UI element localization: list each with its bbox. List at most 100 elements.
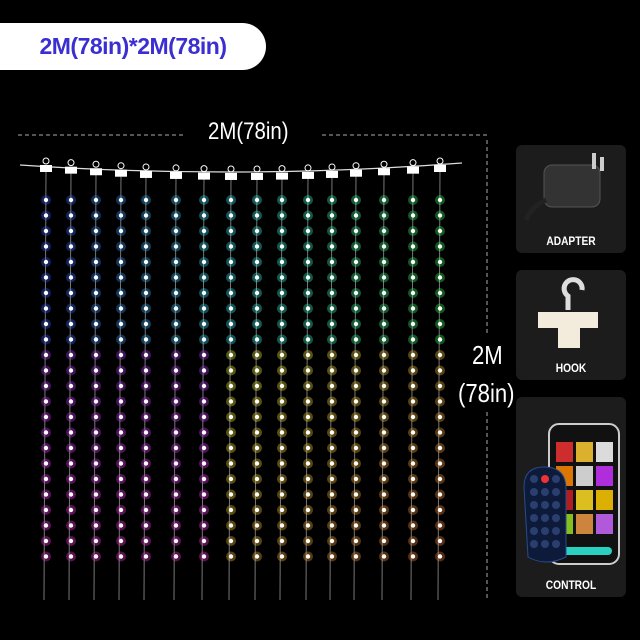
light-bulb (143, 244, 149, 249)
light-bulb (437, 554, 443, 559)
light-bulb (410, 368, 416, 373)
light-bulb (353, 476, 359, 482)
light-bulb (254, 290, 260, 296)
light-bulb (254, 383, 260, 389)
light-bulb (173, 399, 179, 404)
light-bulb (279, 383, 285, 389)
light-bulb (118, 306, 124, 311)
light-bulb (329, 492, 335, 497)
height-label-2: (78in) (458, 378, 515, 408)
light-bulb (93, 414, 99, 420)
light-bulb (118, 445, 124, 451)
light-bulb (201, 492, 207, 497)
light-strand (326, 163, 338, 601)
light-bulb (279, 306, 285, 311)
light-bulb (305, 430, 311, 435)
light-bulb (118, 197, 124, 203)
light-bulb (437, 399, 443, 404)
hook-clip (378, 168, 390, 176)
light-bulb (68, 445, 74, 451)
light-bulb (143, 476, 149, 482)
light-bulb (437, 383, 443, 389)
light-bulb (254, 445, 260, 451)
hook-clip (434, 165, 446, 172)
light-bulb (43, 554, 49, 559)
light-bulb (329, 399, 335, 404)
light-bulb (228, 368, 234, 373)
hook-clip (170, 171, 182, 179)
light-bulb (254, 306, 260, 311)
light-bulb (68, 399, 74, 404)
light-bulb (410, 352, 416, 358)
light-bulb (93, 321, 99, 327)
light-bulb (68, 538, 74, 544)
light-bulb (93, 476, 99, 482)
light-bulb (43, 228, 49, 234)
light-strand (407, 159, 419, 601)
light-strand (140, 163, 152, 601)
light-bulb (143, 275, 149, 280)
light-bulb (118, 430, 124, 435)
light-bulb (305, 399, 311, 404)
light-bulb (353, 213, 359, 218)
light-bulb (353, 430, 359, 435)
light-bulb (410, 538, 416, 544)
light-bulb (254, 352, 260, 358)
light-strand (225, 165, 237, 601)
light-bulb (228, 476, 234, 482)
light-strand (115, 162, 127, 601)
light-bulb (201, 321, 207, 327)
light-bulb (118, 383, 124, 389)
light-bulb (143, 523, 149, 528)
light-bulb (279, 414, 285, 420)
light-bulb (228, 383, 234, 389)
light-bulb (329, 244, 335, 249)
light-bulb (305, 259, 311, 265)
light-bulb (43, 445, 49, 451)
light-bulb (381, 538, 387, 544)
light-bulb (143, 383, 149, 389)
light-bulb (68, 383, 74, 389)
light-bulb (437, 321, 443, 327)
light-bulb (93, 383, 99, 389)
light-bulb (437, 523, 443, 528)
light-bulb (279, 352, 285, 358)
light-bulb (254, 275, 260, 280)
light-bulb (118, 228, 124, 234)
light-bulb (437, 414, 443, 420)
light-bulb (410, 259, 416, 265)
light-bulb (68, 352, 74, 358)
light-bulb (43, 213, 49, 218)
light-bulb (305, 368, 311, 373)
light-bulb (201, 430, 207, 435)
light-bulb (43, 461, 49, 466)
light-strand (276, 165, 288, 601)
light-bulb (437, 352, 443, 358)
light-bulb (143, 228, 149, 234)
light-bulb (118, 244, 124, 249)
light-bulb (143, 538, 149, 544)
light-bulb (201, 461, 207, 466)
size-title: 2M(78in)*2M(78in) (39, 33, 227, 59)
hook-icon (538, 277, 598, 348)
light-bulb (118, 337, 124, 342)
hook-label: HOOK (555, 361, 587, 375)
light-bulb (43, 476, 49, 482)
light-bulb (228, 197, 234, 203)
light-bulb (279, 476, 285, 482)
light-bulb (381, 306, 387, 311)
light-bulb (143, 352, 149, 358)
light-bulb (228, 414, 234, 420)
light-bulb (437, 228, 443, 234)
light-bulb (143, 290, 149, 296)
light-bulb (305, 538, 311, 544)
light-bulb (437, 507, 443, 513)
light-bulb (381, 492, 387, 497)
light-bulb (305, 523, 311, 528)
light-bulb (228, 399, 234, 404)
light-bulb (353, 492, 359, 497)
light-bulb (353, 306, 359, 311)
light-bulb (329, 259, 335, 265)
light-bulb (254, 414, 260, 420)
light-bulb (228, 259, 234, 265)
